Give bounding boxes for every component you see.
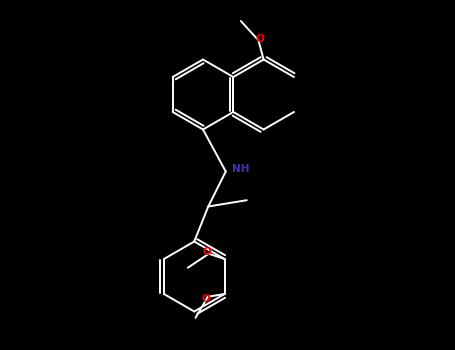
Text: O: O	[202, 247, 212, 257]
Text: O: O	[202, 294, 210, 303]
Text: O: O	[256, 34, 264, 43]
Text: NH: NH	[232, 164, 249, 174]
